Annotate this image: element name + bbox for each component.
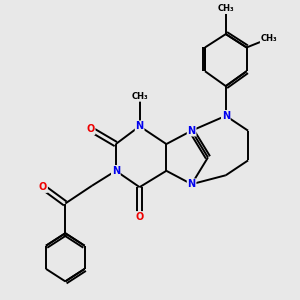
Text: N: N: [188, 126, 196, 136]
Text: CH₃: CH₃: [218, 4, 234, 13]
Text: O: O: [86, 124, 95, 134]
Text: CH₃: CH₃: [131, 92, 148, 101]
Text: N: N: [188, 179, 196, 189]
Text: O: O: [39, 182, 47, 192]
Text: CH₃: CH₃: [261, 34, 277, 43]
Text: N: N: [112, 166, 120, 176]
Text: O: O: [136, 212, 144, 222]
Text: N: N: [136, 121, 144, 131]
Text: N: N: [222, 111, 230, 121]
